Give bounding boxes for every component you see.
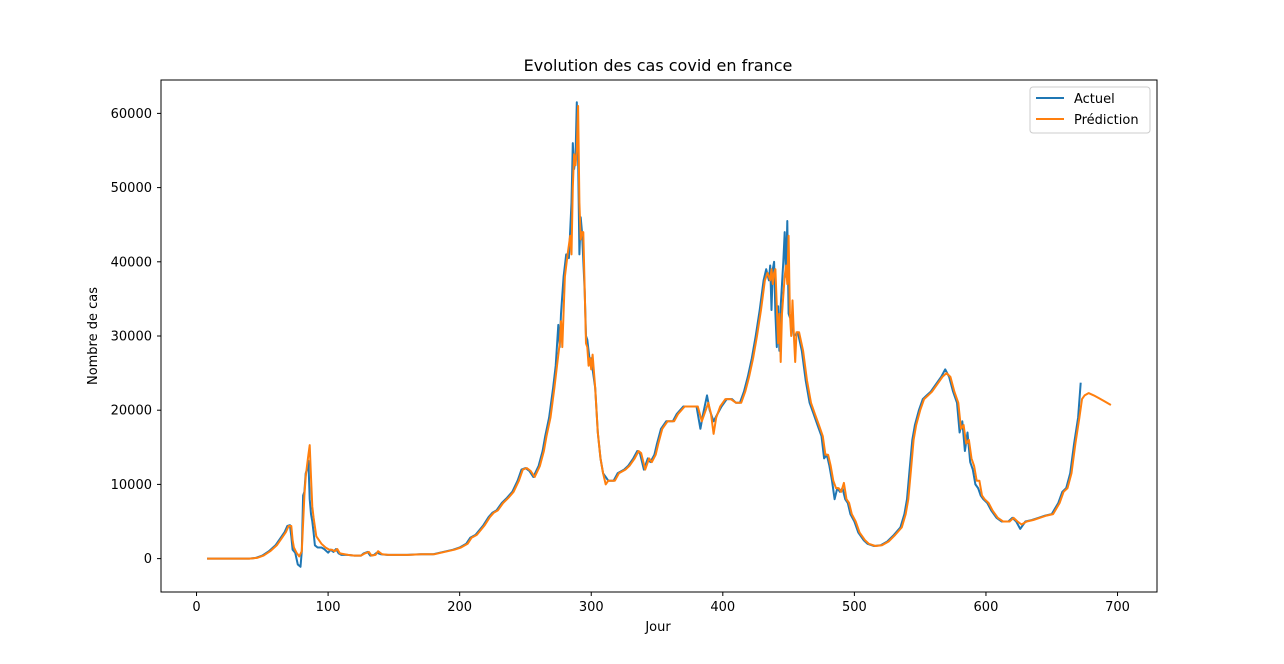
y-tick-label: 30000 <box>111 330 152 345</box>
x-tick-label: 0 <box>192 600 200 615</box>
x-tick-label: 700 <box>1105 600 1130 615</box>
legend-label-actuel: Actuel <box>1074 92 1115 107</box>
x-tick-label: 100 <box>316 600 341 615</box>
x-tick-label: 200 <box>447 600 472 615</box>
y-tick-label: 20000 <box>111 404 152 419</box>
x-axis-label: Jour <box>644 620 671 635</box>
legend: Actuel Prédiction <box>1029 86 1151 134</box>
y-tick-label: 0 <box>144 552 152 567</box>
plot-lines <box>207 101 1112 568</box>
chart-title: Evolution des cas covid en france <box>524 56 793 75</box>
x-tick-label: 500 <box>842 600 867 615</box>
y-tick-label: 40000 <box>111 255 152 270</box>
y-tick-label: 50000 <box>111 181 152 196</box>
y-tick-label: 60000 <box>111 107 152 122</box>
series-line-prediction <box>207 105 1112 560</box>
x-tick-label: 300 <box>579 600 604 615</box>
y-axis-label: Nombre de cas <box>86 287 101 385</box>
x-tick-label: 400 <box>710 600 735 615</box>
y-tick-label: 10000 <box>111 478 152 493</box>
x-axis: 0 100 200 300 400 500 600 700 <box>192 592 1130 615</box>
x-tick-label: 600 <box>974 600 999 615</box>
y-axis: 0 10000 20000 30000 40000 50000 60000 <box>111 107 161 567</box>
legend-label-prediction: Prédiction <box>1074 113 1139 128</box>
